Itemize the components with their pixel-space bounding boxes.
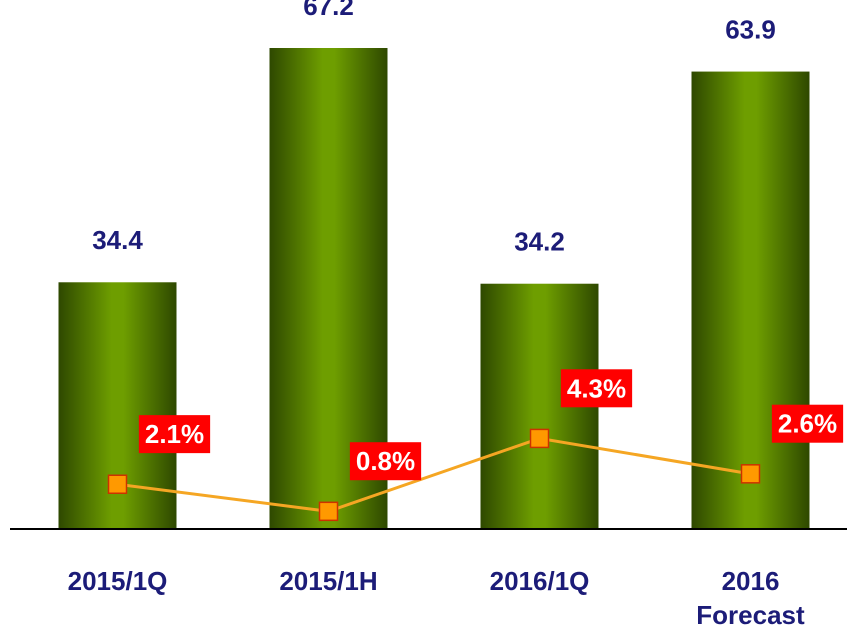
x-tick-label: 2015/1Q (67, 566, 168, 596)
bar-value-label: 63.9 (725, 14, 776, 44)
data-label: 0.8% (349, 442, 422, 481)
data-label: 4.3% (560, 369, 633, 408)
bar-value-label: 67.2 (303, 0, 354, 21)
bar (691, 71, 810, 529)
line-marker (529, 428, 550, 449)
data-label-text: 0.8% (356, 446, 415, 476)
data-label-text: 2.1% (145, 419, 204, 449)
data-label-box (349, 442, 422, 481)
line-marker (107, 474, 128, 494)
data-label: 2.1% (138, 415, 211, 454)
line (117, 436, 751, 513)
data-label-box (560, 369, 633, 408)
line-marker (318, 501, 339, 522)
x-tick-label: 2016 Forecast (696, 566, 805, 630)
bar-value-label: 34.2 (514, 227, 565, 257)
x-tick-label: 2016/1Q (489, 566, 590, 596)
data-label-box (771, 404, 844, 443)
line-marker (740, 464, 761, 484)
data-label: 2.6% (771, 404, 844, 443)
x-tick-label: 2015/1H (279, 566, 378, 596)
bar-value-label: 34.4 (92, 225, 143, 255)
data-label-text: 4.3% (567, 373, 626, 403)
data-label-box (138, 415, 211, 454)
data-label-text: 2.6% (778, 409, 837, 439)
